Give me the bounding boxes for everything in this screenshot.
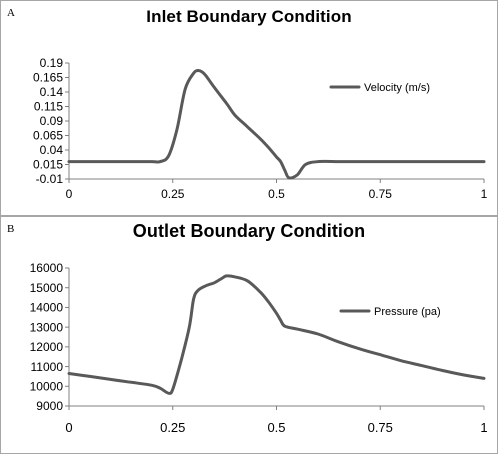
y-tick-label: 16000 xyxy=(30,261,64,275)
y-tick-label: 0.14 xyxy=(40,85,64,99)
y-tick-label: 15000 xyxy=(30,281,64,295)
x-tick-label: 0.5 xyxy=(267,420,285,435)
y-tick-label: 13000 xyxy=(30,320,64,334)
inlet-chart-title: Inlet Boundary Condition xyxy=(146,7,352,26)
y-tick-label: 12000 xyxy=(30,340,64,354)
x-tick-label: 0.75 xyxy=(368,420,393,435)
x-tick-label: 0.25 xyxy=(160,420,185,435)
x-tick-label: 0 xyxy=(65,420,72,435)
y-tick-label: -0.01 xyxy=(36,172,64,186)
outlet-chart-title: Outlet Boundary Condition xyxy=(132,221,366,241)
series-line xyxy=(67,274,486,395)
panel-label-b: B xyxy=(7,223,15,235)
y-tick-label: 9000 xyxy=(36,399,63,413)
y-tick-label: 0.04 xyxy=(40,143,64,157)
y-tick-label: 0.19 xyxy=(40,56,64,70)
x-tick-label: 1 xyxy=(481,187,488,201)
outlet-chart-plot: 1600015000140001300012000110001000090000… xyxy=(30,261,488,435)
panel-label-a: A xyxy=(7,7,15,19)
y-tick-label: 0.09 xyxy=(40,114,64,128)
x-tick-label: 0.75 xyxy=(369,187,393,201)
y-tick-label: 14000 xyxy=(30,301,64,315)
inlet-chart-panel: A Inlet Boundary Condition 0.19 0.165 0.14… xyxy=(0,0,498,216)
y-tick-label: 0.065 xyxy=(33,129,63,143)
x-tick-label: 0.5 xyxy=(268,187,285,201)
y-tick-label: 11000 xyxy=(31,360,64,374)
series-line xyxy=(67,68,486,180)
inlet-chart-plot: 0.190.1650.140.1150.090.0650.040.015-0.0… xyxy=(33,56,488,201)
y-tick-label: 0.015 xyxy=(33,158,63,172)
x-tick-label: 1 xyxy=(480,420,487,435)
y-tick-label: 0.165 xyxy=(33,71,63,85)
legend-label: Velocity (m/s) xyxy=(364,82,430,94)
x-tick-label: 0.25 xyxy=(161,187,185,201)
legend-label: Pressure (pa) xyxy=(374,306,441,318)
y-tick-label: 10000 xyxy=(30,379,64,393)
y-tick-label: 0.115 xyxy=(34,100,63,114)
outlet-chart-panel: B Outlet Boundary Condition 16000 15000 14… xyxy=(0,216,498,454)
x-tick-label: 0 xyxy=(66,187,73,201)
